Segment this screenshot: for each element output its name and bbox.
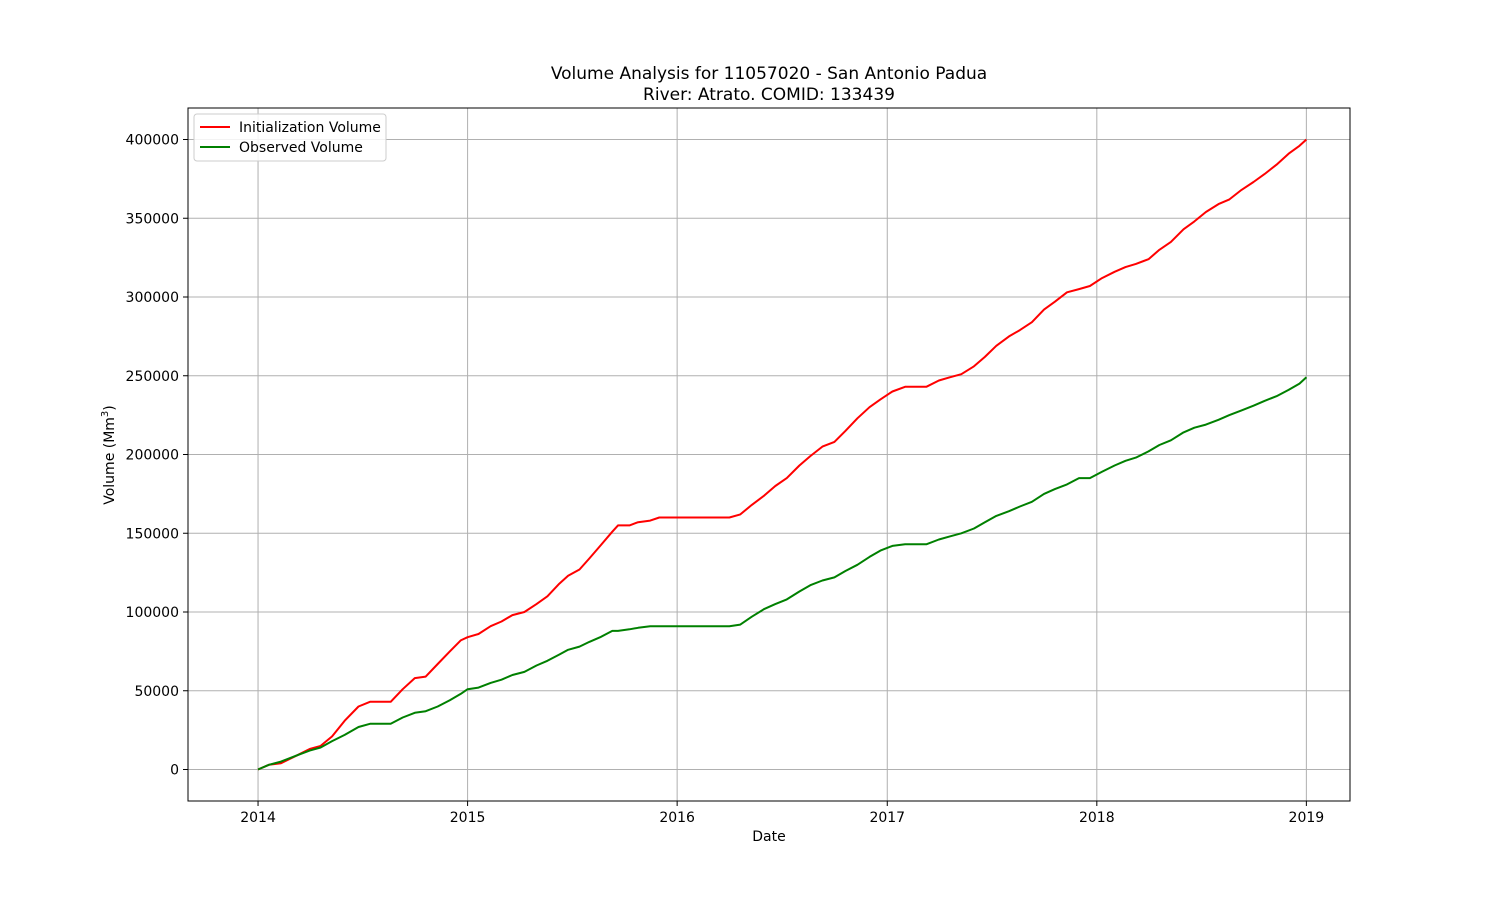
chart-title-line-1: Volume Analysis for 11057020 - San Anton… <box>551 64 987 84</box>
series-lines <box>257 138 1308 771</box>
y-tick-label: 150000 <box>126 526 179 542</box>
chart-title-line-2: River: Atrato. COMID: 133439 <box>643 85 895 105</box>
legend-label-observed-volume: Observed Volume <box>239 140 363 156</box>
y-tick-label: 300000 <box>126 290 179 306</box>
y-tick-label: 0 <box>170 763 179 779</box>
y-axis-label: Volume (Mm3) <box>100 405 118 505</box>
y-tick-label: 250000 <box>126 369 179 385</box>
y-axis-label-suffix: ) <box>102 405 118 410</box>
x-tick-label: 2014 <box>240 810 276 826</box>
y-tick-label: 350000 <box>126 211 179 227</box>
series-line-initialization-volume <box>257 138 1308 771</box>
y-tick-label: 200000 <box>126 448 179 464</box>
y-tick-label: 400000 <box>126 133 179 149</box>
y-axis-label-superscript: 3 <box>100 411 111 417</box>
legend-box <box>193 113 387 162</box>
x-axis-ticks: 2014 2015 2016 2017 2018 2019 <box>240 801 1324 826</box>
y-axis-label-prefix: Volume (Mm <box>102 417 118 505</box>
x-tick-label: 2015 <box>450 810 486 826</box>
y-tick-label: 50000 <box>134 684 179 700</box>
series-line-observed-volume <box>257 376 1308 771</box>
x-tick-label: 2017 <box>869 810 905 826</box>
x-tick-label: 2018 <box>1079 810 1115 826</box>
y-tick-label: 100000 <box>126 605 179 621</box>
x-axis-label: Date <box>752 829 785 845</box>
y-axis-ticks: 0 50000 100000 150000 200000 250000 300000 3500… <box>126 133 188 779</box>
x-tick-label: 2019 <box>1289 810 1325 826</box>
grid-lines <box>188 108 1350 801</box>
legend: Initialization Volume Observed Volume <box>193 113 387 162</box>
x-tick-label: 2016 <box>659 810 695 826</box>
legend-label-initialization-volume: Initialization Volume <box>239 120 381 136</box>
